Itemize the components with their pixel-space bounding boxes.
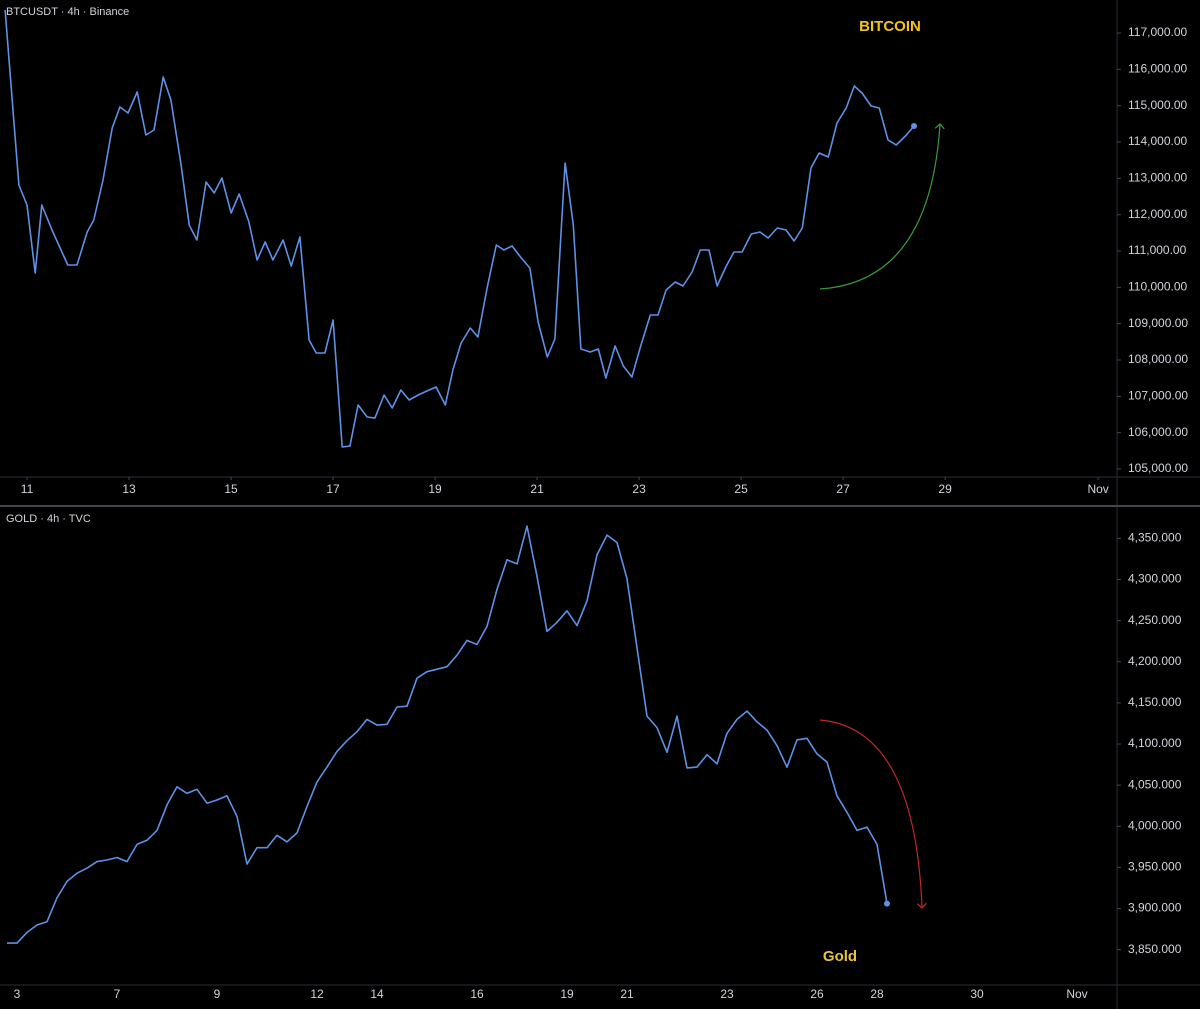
y-tick-label: 116,000.00 bbox=[1128, 61, 1187, 75]
y-tick-label: 108,000.00 bbox=[1128, 352, 1188, 366]
x-tick-label: 12 bbox=[310, 987, 324, 1001]
x-tick-label: Nov bbox=[1087, 482, 1108, 496]
x-tick-label: 29 bbox=[938, 482, 952, 496]
y-tick-label: 4,300.000 bbox=[1128, 572, 1182, 586]
y-tick-label: 115,000.00 bbox=[1128, 98, 1187, 112]
x-tick-label: 14 bbox=[370, 987, 384, 1001]
y-tick-label: 4,150.000 bbox=[1128, 695, 1182, 709]
y-tick-label: 4,000.000 bbox=[1128, 818, 1182, 832]
x-tick-label: 3 bbox=[14, 987, 21, 1001]
x-tick-label: 11 bbox=[21, 482, 34, 496]
x-tick-label: 23 bbox=[720, 987, 734, 1001]
y-tick-label: 4,250.000 bbox=[1128, 613, 1182, 627]
y-tick-label: 111,000.00 bbox=[1128, 243, 1187, 257]
y-tick-label: 3,950.000 bbox=[1128, 860, 1182, 874]
y-tick-label: 4,200.000 bbox=[1128, 654, 1182, 668]
x-tick-label: 13 bbox=[122, 482, 136, 496]
up-arrow bbox=[819, 124, 940, 290]
x-tick-label: 21 bbox=[530, 482, 544, 496]
x-tick-label: 25 bbox=[734, 482, 748, 496]
y-tick-label: 4,050.000 bbox=[1128, 777, 1182, 791]
y-tick-label: 117,000.00 bbox=[1128, 25, 1187, 39]
x-tick-label: 15 bbox=[224, 482, 238, 496]
price-line bbox=[7, 525, 888, 944]
price-line bbox=[4, 10, 915, 448]
annotation: BITCOIN bbox=[859, 18, 921, 35]
y-tick-label: 3,850.000 bbox=[1128, 942, 1182, 956]
y-tick-label: 112,000.00 bbox=[1128, 207, 1187, 221]
down-arrow bbox=[819, 719, 922, 908]
x-tick-label: 27 bbox=[836, 482, 850, 496]
y-tick-label: 4,350.000 bbox=[1128, 531, 1182, 545]
y-tick-label: 114,000.00 bbox=[1128, 134, 1187, 148]
x-tick-label: 19 bbox=[560, 987, 574, 1001]
y-tick-label: 109,000.00 bbox=[1128, 316, 1188, 330]
x-tick-label: 17 bbox=[326, 482, 340, 496]
y-tick-label: 3,900.000 bbox=[1128, 901, 1182, 915]
x-tick-label: 7 bbox=[114, 987, 121, 1001]
y-tick-label: 110,000.00 bbox=[1128, 279, 1187, 293]
last-price-dot bbox=[884, 900, 890, 907]
x-tick-label: 30 bbox=[970, 987, 984, 1001]
last-price-dot bbox=[911, 122, 918, 129]
x-tick-label: 23 bbox=[632, 482, 646, 496]
x-tick-label: 21 bbox=[620, 987, 634, 1001]
y-tick-label: 4,100.000 bbox=[1128, 736, 1182, 750]
y-tick-label: 107,000.00 bbox=[1128, 388, 1188, 402]
y-tick-label: 105,000.00 bbox=[1128, 461, 1188, 475]
x-tick-label: 9 bbox=[214, 987, 221, 1001]
y-tick-label: 113,000.00 bbox=[1128, 170, 1187, 184]
x-tick-label: 19 bbox=[428, 482, 442, 496]
symbol-label: BTCUSDT · 4h · Binance bbox=[6, 6, 129, 18]
x-tick-label: 28 bbox=[870, 987, 884, 1001]
x-tick-label: Nov bbox=[1066, 987, 1087, 1001]
y-tick-label: 106,000.00 bbox=[1128, 425, 1188, 439]
x-tick-label: 26 bbox=[810, 987, 824, 1001]
annotation: Gold bbox=[823, 948, 857, 965]
symbol-label: GOLD · 4h · TVC bbox=[6, 513, 91, 525]
x-tick-label: 16 bbox=[470, 987, 484, 1001]
